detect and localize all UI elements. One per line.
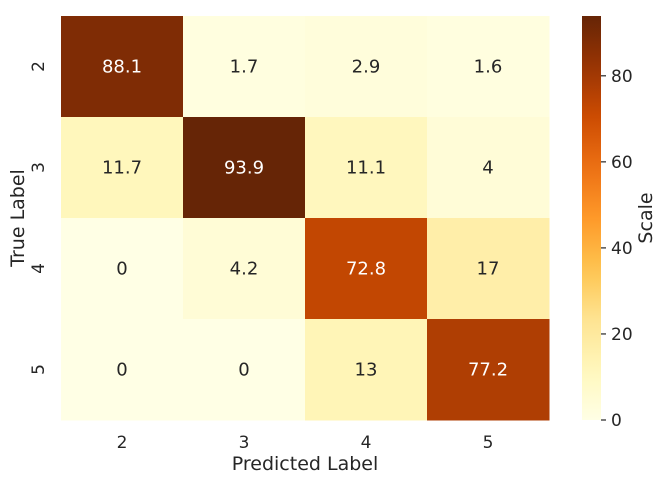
cell-value-label: 0 (116, 360, 127, 381)
heatmap-cell (183, 117, 306, 219)
x-tick-label: 3 (239, 433, 250, 453)
cell-value-label: 0 (116, 259, 127, 280)
heatmap-cell (305, 218, 428, 320)
cell-value-label: 4.2 (230, 259, 259, 280)
colorbar-title: Scale (635, 192, 657, 243)
heatmap-cell (61, 218, 184, 320)
heatmap-cell (61, 16, 184, 118)
x-axis-title: Predicted Label (232, 453, 379, 475)
cell-value-label: 93.9 (224, 158, 264, 179)
y-axis-title: True Label (7, 169, 29, 268)
y-tick-labels: 2 3 4 5 (29, 61, 49, 375)
heatmap-cell (61, 319, 184, 421)
colorbar-tick-label: 0 (611, 411, 622, 431)
cell-value-label: 11.7 (102, 158, 142, 179)
colorbar-ticks: 0 20 40 60 80 (601, 67, 633, 431)
cell-value-label: 88.1 (102, 57, 142, 78)
heatmap-cell (305, 319, 428, 421)
cell-value-label: 1.7 (230, 57, 259, 78)
heatmap-cell (305, 16, 428, 118)
heatmap-cell (427, 117, 550, 219)
cell-value-label: 0 (238, 360, 249, 381)
colorbar-tick-label: 20 (611, 325, 633, 345)
cell-value-label: 72.8 (346, 259, 386, 280)
heatmap-cell (427, 218, 550, 320)
colorbar-tick-label: 60 (611, 153, 633, 173)
y-tick-label: 3 (29, 162, 49, 173)
x-tick-labels: 2 3 4 5 (117, 433, 494, 453)
colorbar-tick-label: 40 (611, 239, 633, 259)
colorbar (582, 16, 601, 420)
heatmap-cells: 88.1 1.7 2.9 1.6 11.7 93.9 11.1 4 0 4.2 72.8 17 0 0 13… (61, 16, 550, 421)
colorbar-tick-label: 80 (611, 67, 633, 87)
heatmap-cell (427, 319, 550, 421)
x-tick-label: 4 (361, 433, 372, 453)
cell-value-label: 1.6 (474, 57, 503, 78)
heatmap-cell (183, 218, 306, 320)
y-tick-label: 2 (29, 61, 49, 72)
x-tick-label: 5 (483, 433, 494, 453)
heatmap-cell (183, 16, 306, 118)
cell-value-label: 13 (355, 360, 378, 381)
x-tick-label: 2 (117, 433, 128, 453)
y-tick-label: 4 (29, 263, 49, 274)
cell-value-label: 17 (477, 259, 500, 280)
heatmap-cell (427, 16, 550, 118)
heatmap-cell (305, 117, 428, 219)
y-tick-label: 5 (29, 364, 49, 375)
heatmap-cell (61, 117, 184, 219)
cell-value-label: 77.2 (468, 360, 508, 381)
cell-value-label: 2.9 (352, 57, 381, 78)
cell-value-label: 11.1 (346, 158, 386, 179)
cell-value-label: 4 (482, 158, 493, 179)
heatmap-cell (183, 319, 306, 421)
